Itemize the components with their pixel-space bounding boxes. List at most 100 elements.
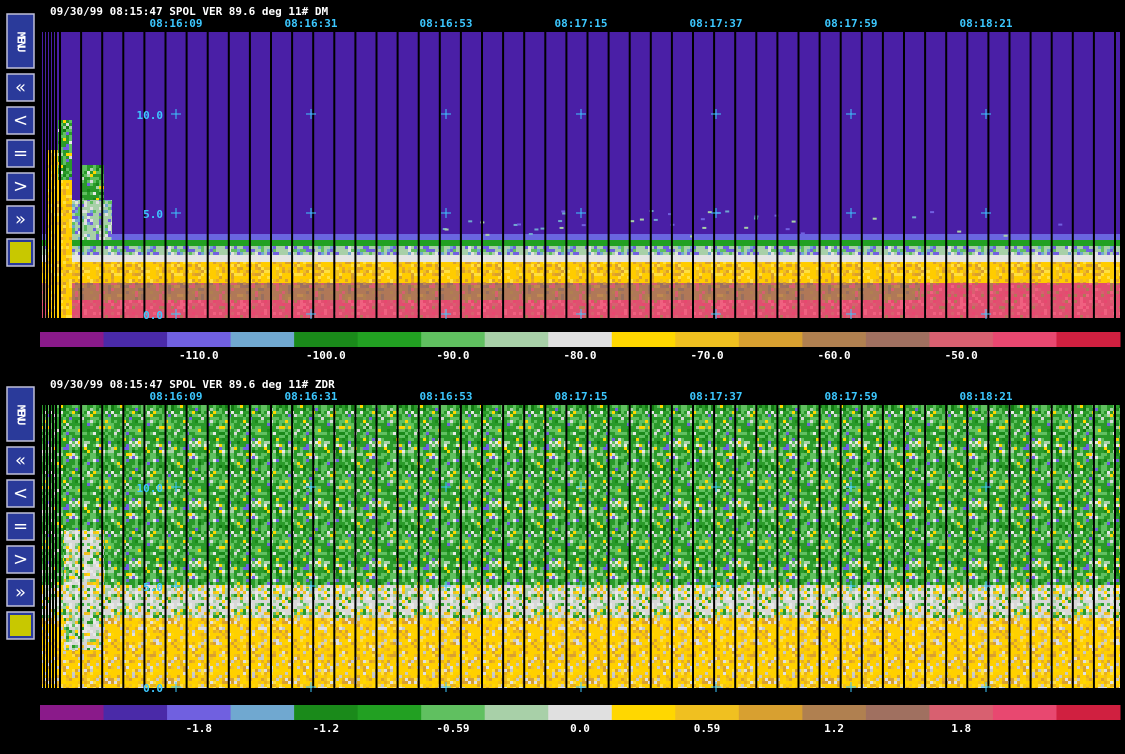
radar-image: [42, 405, 1120, 691]
colorbar-swatch: [484, 332, 549, 347]
echo-speck: [528, 233, 533, 236]
time-label: 08:16:53: [420, 17, 473, 30]
nav-button-box[interactable]: [6, 578, 35, 607]
nav-button[interactable]: <: [6, 106, 35, 135]
menu-box: [6, 13, 35, 69]
colorbar-swatch: [1056, 705, 1121, 720]
colorbar-label: 1.2: [824, 722, 844, 735]
colorbar-label: -90.0: [436, 349, 469, 362]
nav-button[interactable]: »: [6, 205, 35, 234]
nav-button[interactable]: =: [6, 512, 35, 541]
nav-button-label[interactable]: =: [13, 516, 28, 537]
menu-button[interactable]: MENU: [6, 386, 35, 442]
menu-column: MENU « < = > »: [6, 386, 35, 640]
echo-speck: [668, 213, 673, 216]
nav-button[interactable]: >: [6, 545, 35, 574]
echo-speck: [639, 218, 644, 221]
nav-button-label[interactable]: >: [13, 549, 28, 570]
nav-button-label[interactable]: <: [13, 483, 28, 504]
color-button-fill[interactable]: [10, 615, 31, 636]
echo-band: [42, 246, 1120, 256]
colorbar-swatch: [421, 332, 486, 347]
nav-button-label[interactable]: =: [13, 143, 28, 164]
nav-button-box[interactable]: [6, 106, 35, 135]
colorbar-swatch: [40, 705, 105, 720]
nav-button[interactable]: <: [6, 479, 35, 508]
menu-button[interactable]: MENU: [6, 13, 35, 69]
color-button[interactable]: [6, 611, 35, 640]
echo-speck: [785, 228, 790, 231]
nav-button-box[interactable]: [6, 172, 35, 201]
echo-band: [42, 234, 1120, 242]
colorbar-label: -0.59: [436, 722, 469, 735]
colorbar-swatch: [738, 705, 803, 720]
nav-button[interactable]: «: [6, 73, 35, 102]
time-label: 08:18:21: [960, 390, 1013, 403]
echo-speck: [791, 220, 796, 223]
echo-speck: [702, 226, 707, 229]
echo-speck: [485, 233, 490, 236]
nav-button-box[interactable]: [6, 479, 35, 508]
menu-label[interactable]: MENU: [15, 32, 28, 53]
echo-speck: [444, 228, 449, 231]
colorbar-swatch: [40, 332, 105, 347]
echo-speck: [561, 210, 566, 213]
echo-speck: [558, 220, 563, 223]
menu-label[interactable]: MENU: [15, 405, 28, 426]
colorbar-swatch: [611, 332, 676, 347]
colorbar-swatch: [167, 705, 232, 720]
colorbar-swatch: [167, 332, 232, 347]
height-label: 0.0: [143, 309, 163, 322]
colorbar-swatch: [929, 705, 994, 720]
colorbar-swatch: [738, 332, 803, 347]
colorbar-label: -100.0: [306, 349, 346, 362]
nav-button[interactable]: =: [6, 139, 35, 168]
colorbar-label: -60.0: [818, 349, 851, 362]
nav-button-label[interactable]: <: [13, 110, 28, 131]
nav-button-box[interactable]: [6, 545, 35, 574]
nav-button[interactable]: »: [6, 578, 35, 607]
nav-button-label[interactable]: «: [15, 450, 26, 471]
time-label: 08:16:09: [150, 390, 203, 403]
panel-header: 09/30/99 08:15:47 SPOL VER 89.6 deg 11# …: [50, 378, 335, 391]
color-button[interactable]: [6, 238, 35, 267]
colorbar-swatch: [421, 705, 486, 720]
colorbar-swatch: [611, 705, 676, 720]
echo-band: [42, 618, 1120, 688]
echo-band: [72, 200, 112, 240]
nav-button-box[interactable]: [6, 73, 35, 102]
colorbar-label: -110.0: [179, 349, 219, 362]
nav-button[interactable]: «: [6, 446, 35, 475]
echo-band: [42, 255, 1120, 263]
nav-button-label[interactable]: >: [13, 176, 28, 197]
colorbar-swatch: [802, 705, 867, 720]
echo-speck: [1003, 234, 1008, 237]
nav-button[interactable]: >: [6, 172, 35, 201]
echo-speck: [744, 226, 749, 229]
colorbar-swatch: [230, 332, 295, 347]
echo-band: [42, 240, 1120, 246]
nav-button-box[interactable]: [6, 205, 35, 234]
time-label: 08:17:15: [555, 390, 608, 403]
color-button-fill[interactable]: [10, 242, 31, 263]
height-label: 10.0: [137, 482, 164, 495]
colorbar-swatch: [230, 705, 295, 720]
nav-button-label[interactable]: »: [15, 209, 26, 230]
nav-button-box[interactable]: [6, 446, 35, 475]
nav-button-box[interactable]: [6, 512, 35, 541]
time-label: 08:16:31: [285, 390, 338, 403]
colorbar-swatch: [1056, 332, 1121, 347]
echo-speck: [1058, 223, 1063, 226]
colorbar-label: -70.0: [690, 349, 723, 362]
colorbar-swatch: [802, 332, 867, 347]
echo-speck: [513, 223, 518, 226]
nav-button-label[interactable]: »: [15, 582, 26, 603]
time-label: 08:16:53: [420, 390, 473, 403]
time-label: 08:18:21: [960, 17, 1013, 30]
colorbar-swatch: [929, 332, 994, 347]
echo-speck: [581, 224, 586, 227]
nav-button-box[interactable]: [6, 139, 35, 168]
nav-button-label[interactable]: «: [15, 77, 26, 98]
time-label: 08:16:31: [285, 17, 338, 30]
